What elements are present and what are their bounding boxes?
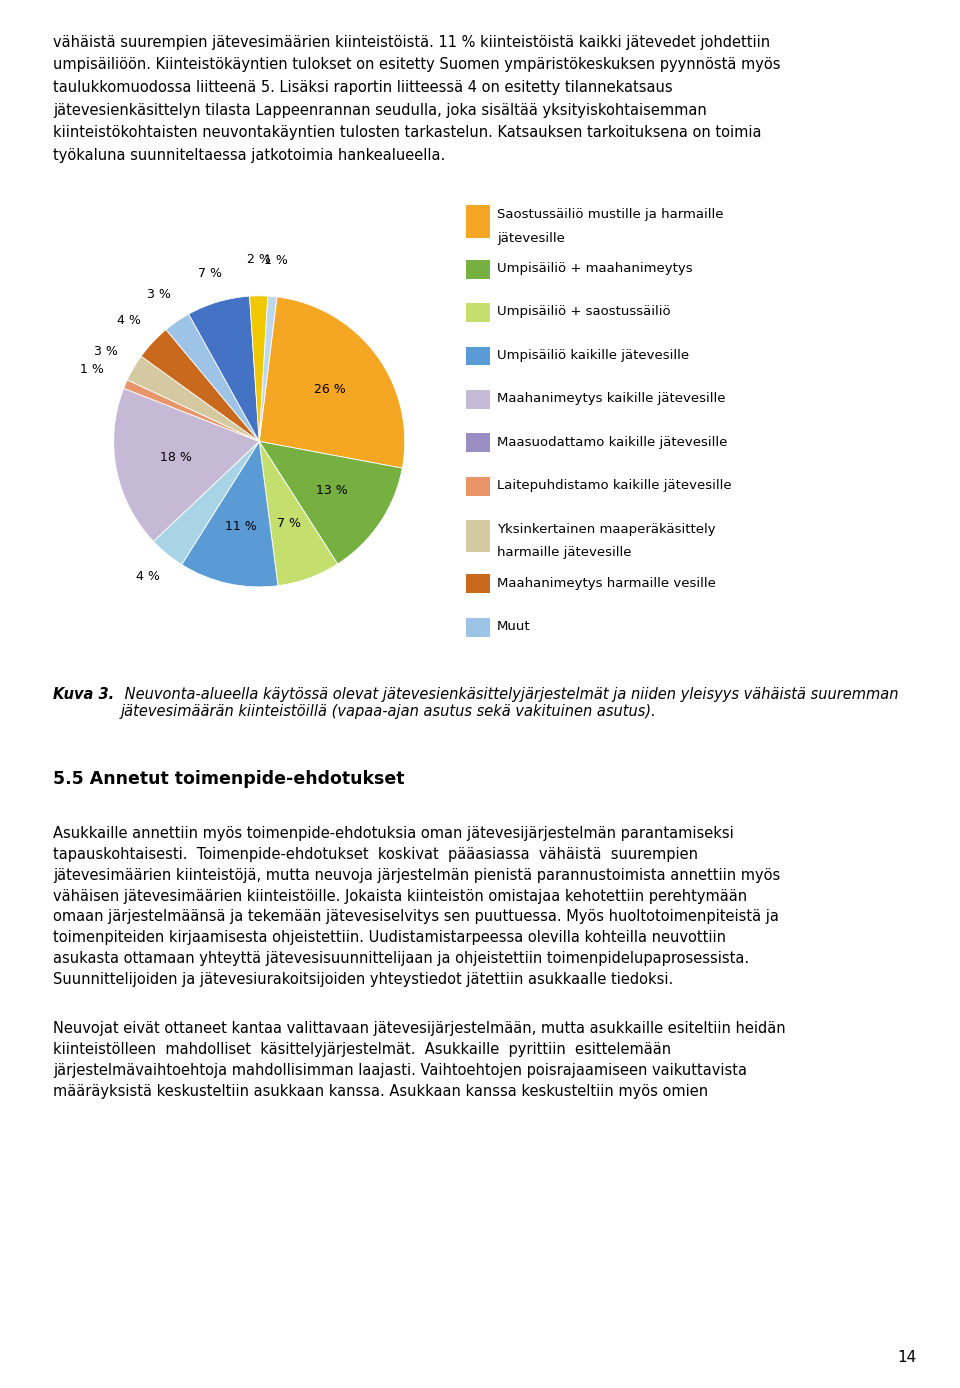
Text: Saostussäiliö mustille ja harmaille: Saostussäiliö mustille ja harmaille — [497, 208, 724, 221]
Text: taulukkomuodossa liitteenä 5. Lisäksi raportin liitteessä 4 on esitetty tilannek: taulukkomuodossa liitteenä 5. Lisäksi ra… — [53, 81, 672, 94]
Text: Maasuodattamo kaikille jätevesille: Maasuodattamo kaikille jätevesille — [497, 436, 728, 448]
Text: määräyksistä keskusteltiin asukkaan kanssa. Asukkaan kanssa keskusteltiin myös o: määräyksistä keskusteltiin asukkaan kans… — [53, 1084, 708, 1099]
Text: 1 %: 1 % — [264, 254, 288, 266]
Wedge shape — [141, 329, 259, 441]
Text: jätevesienkäsittelyn tilasta Lappeenrannan seudulla, joka sisältää yksityiskohta: jätevesienkäsittelyn tilasta Lappeenrann… — [53, 103, 707, 118]
Text: Muut: Muut — [497, 620, 531, 633]
Text: vähäisen jätevesimäärien kiinteistöille. Jokaista kiinteistön omistajaa kehotett: vähäisen jätevesimäärien kiinteistöille.… — [53, 888, 747, 904]
Wedge shape — [250, 296, 268, 441]
Text: Neuvonta-alueella käytössä olevat jätevesienkäsittelyjärjestelmät ja niiden ylei: Neuvonta-alueella käytössä olevat jäteve… — [120, 687, 899, 719]
Text: järjestelmävaihtoehtoja mahdollisimman laajasti. Vaihtoehtojen poisrajaamiseen v: järjestelmävaihtoehtoja mahdollisimman l… — [53, 1063, 747, 1078]
FancyBboxPatch shape — [466, 477, 491, 496]
Text: toimenpiteiden kirjaamisesta ohjeistettiin. Uudistamistarpeessa olevilla kohteil: toimenpiteiden kirjaamisesta ohjeistetti… — [53, 930, 726, 945]
Text: umpisäiliöön. Kiinteistökäyntien tulokset on esitetty Suomen ympäristökeskuksen : umpisäiliöön. Kiinteistökäyntien tulokse… — [53, 57, 780, 72]
Text: tapauskohtaisesti.  Toimenpide-ehdotukset  koskivat  pääasiassa  vähäistä  suure: tapauskohtaisesti. Toimenpide-ehdotukset… — [53, 847, 698, 862]
Text: 4 %: 4 % — [136, 570, 160, 583]
Wedge shape — [259, 441, 402, 564]
Wedge shape — [259, 297, 405, 468]
Wedge shape — [188, 296, 259, 441]
Text: 14: 14 — [898, 1351, 917, 1364]
Wedge shape — [124, 380, 259, 441]
FancyBboxPatch shape — [466, 260, 491, 279]
Text: kiinteistölleen  mahdolliset  käsittelyjärjestelmät.  Asukkaille  pyrittiin  esi: kiinteistölleen mahdolliset käsittelyjär… — [53, 1042, 671, 1058]
Wedge shape — [166, 314, 259, 441]
Text: Yksinkertainen maaperäkäsittely: Yksinkertainen maaperäkäsittely — [497, 522, 716, 536]
Text: Umpisäiliö + saostussäiliö: Umpisäiliö + saostussäiliö — [497, 305, 671, 318]
Text: harmaille jätevesille: harmaille jätevesille — [497, 547, 632, 559]
Text: Kuva 3.: Kuva 3. — [53, 687, 114, 702]
Text: Umpisäiliö kaikille jätevesille: Umpisäiliö kaikille jätevesille — [497, 348, 689, 362]
Text: 26 %: 26 % — [314, 383, 346, 397]
FancyBboxPatch shape — [466, 520, 491, 552]
Wedge shape — [259, 441, 338, 586]
Wedge shape — [128, 357, 259, 441]
Text: 18 %: 18 % — [160, 451, 192, 464]
FancyBboxPatch shape — [466, 433, 491, 452]
Text: työkaluna suunniteltaessa jatkotoimia hankealueella.: työkaluna suunniteltaessa jatkotoimia ha… — [53, 149, 445, 162]
Text: vähäistä suurempien jätevesimäärien kiinteistöistä. 11 % kiinteistöistä kaikki j: vähäistä suurempien jätevesimäärien kiin… — [53, 35, 770, 50]
Text: 2 %: 2 % — [247, 253, 271, 266]
Text: Suunnittelijoiden ja jätevesiurakoitsijoiden yhteystiedot jätettiin asukkaalle t: Suunnittelijoiden ja jätevesiurakoitsijo… — [53, 972, 673, 987]
FancyBboxPatch shape — [466, 618, 491, 637]
FancyBboxPatch shape — [466, 390, 491, 409]
Text: 7 %: 7 % — [198, 268, 222, 280]
Text: 13 %: 13 % — [316, 483, 348, 497]
Text: Neuvojat eivät ottaneet kantaa valittavaan jätevesijärjestelmään, mutta asukkail: Neuvojat eivät ottaneet kantaa valittava… — [53, 1020, 785, 1035]
Text: jätevesimäärien kiinteistöjä, mutta neuvoja järjestelmän pienistä parannustoimis: jätevesimäärien kiinteistöjä, mutta neuv… — [53, 868, 780, 883]
Wedge shape — [113, 389, 259, 541]
Text: omaan järjestelmäänsä ja tekemään jätevesiselvitys sen puuttuessa. Myös huoltoto: omaan järjestelmäänsä ja tekemään jäteve… — [53, 909, 779, 924]
Text: 5.5 Annetut toimenpide-ehdotukset: 5.5 Annetut toimenpide-ehdotukset — [53, 770, 404, 788]
Text: kiinteistökohtaisten neuvontakäyntien tulosten tarkastelun. Katsauksen tarkoituk: kiinteistökohtaisten neuvontakäyntien tu… — [53, 125, 761, 140]
FancyBboxPatch shape — [466, 575, 491, 593]
Text: jätevesille: jätevesille — [497, 232, 565, 244]
Text: asukasta ottamaan yhteyttä jätevesisuunnittelijaan ja ohjeistettiin toimenpidelu: asukasta ottamaan yhteyttä jätevesisuunn… — [53, 951, 749, 966]
Text: 1 %: 1 % — [80, 364, 104, 376]
Wedge shape — [259, 296, 276, 441]
Text: Maahanimeytys harmaille vesille: Maahanimeytys harmaille vesille — [497, 577, 716, 590]
Text: Umpisäiliö + maahanimeytys: Umpisäiliö + maahanimeytys — [497, 262, 693, 275]
Wedge shape — [154, 441, 259, 565]
Text: Maahanimeytys kaikille jätevesille: Maahanimeytys kaikille jätevesille — [497, 393, 726, 405]
Text: 4 %: 4 % — [117, 314, 141, 326]
Text: 7 %: 7 % — [277, 516, 301, 530]
Text: 3 %: 3 % — [147, 289, 171, 301]
Text: 3 %: 3 % — [94, 346, 118, 358]
FancyBboxPatch shape — [466, 303, 491, 322]
FancyBboxPatch shape — [466, 205, 491, 237]
Text: Asukkaille annettiin myös toimenpide-ehdotuksia oman jätevesijärjestelmän parant: Asukkaille annettiin myös toimenpide-ehd… — [53, 826, 733, 841]
Text: Laitepuhdistamo kaikille jätevesille: Laitepuhdistamo kaikille jätevesille — [497, 479, 732, 493]
FancyBboxPatch shape — [466, 347, 491, 365]
Wedge shape — [181, 441, 278, 587]
Text: 11 %: 11 % — [225, 520, 256, 533]
